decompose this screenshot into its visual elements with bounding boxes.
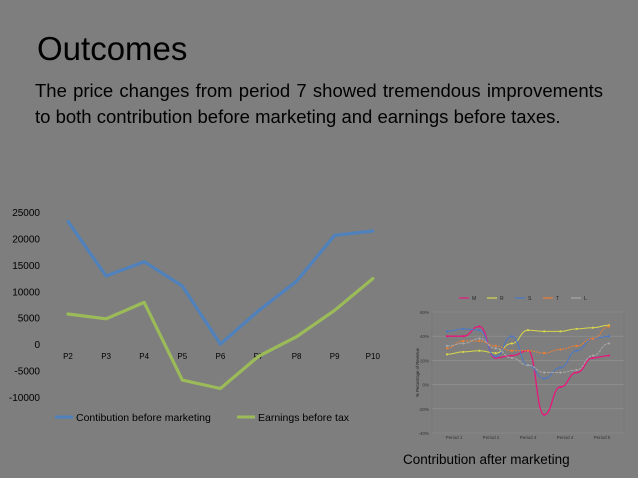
- mini-data-point: [478, 337, 481, 340]
- x-tick-label: Period 3: [520, 435, 537, 440]
- plot-area: [431, 311, 625, 434]
- legend-label: R: [500, 296, 504, 302]
- mini-data-point: [445, 344, 449, 347]
- y-axis-label: % Percentage of Revenue: [415, 347, 420, 397]
- mini-data-point: [575, 327, 578, 331]
- mini-data-point: [462, 327, 465, 331]
- x-tick-label: P8: [292, 352, 302, 361]
- y-tick-label: 40%: [420, 334, 429, 339]
- x-tick-label: P6: [216, 352, 226, 361]
- mini-data-point: [591, 354, 594, 357]
- mini-data-point: [526, 329, 530, 332]
- mini-data-point: [445, 353, 449, 356]
- mini-data-point: [559, 330, 562, 333]
- mini-data-point: [559, 385, 562, 389]
- mini-data-point: [510, 335, 513, 338]
- y-tick-label: 15000: [12, 261, 40, 272]
- y-tick-label: 20000: [12, 234, 40, 245]
- mini-data-point: [494, 352, 497, 355]
- legend-label: L: [584, 296, 587, 302]
- mini-data-point: [526, 364, 530, 367]
- legend-label: Earnings before tax: [258, 412, 350, 424]
- mini-data-point: [478, 339, 481, 343]
- mini-data-point: [510, 356, 513, 360]
- y-tick-label: -20%: [418, 407, 429, 412]
- y-tick-label: 20%: [420, 358, 429, 363]
- main-line-chart: 25000 20000 15000 10000 5000 0 -5000 -10000 P2 P3…: [9, 208, 381, 424]
- mini-data-point: [478, 325, 481, 328]
- mini-data-point: [478, 329, 481, 332]
- series-line-earnings: [66, 277, 375, 391]
- x-tick-label: Period 1: [446, 435, 463, 440]
- x-tick-label: P3: [101, 352, 111, 361]
- y-tick-label: 5000: [18, 314, 41, 325]
- mini-data-point: [559, 348, 562, 351]
- mini-data-point: [543, 413, 546, 416]
- legend-label: Contibution before marketing: [76, 412, 211, 424]
- legend-label: T: [556, 296, 559, 302]
- mini-data-point: [445, 335, 449, 338]
- slide-body-text: The price changes from period 7 showed t…: [35, 80, 603, 127]
- mini-data-point: [494, 355, 497, 358]
- mini-data-point: [462, 339, 465, 343]
- mini-data-point: [607, 354, 611, 357]
- legend-label: M: [472, 296, 476, 302]
- mini-data-point: [445, 347, 449, 350]
- mini-data-point: [543, 330, 546, 333]
- x-tick-label: Period 5: [594, 435, 611, 440]
- mini-data-point: [575, 371, 578, 374]
- mini-data-point: [462, 342, 465, 345]
- legend-label: S: [528, 296, 532, 302]
- x-tick-label: P5: [177, 352, 187, 361]
- y-tick-label: -10000: [9, 393, 41, 404]
- mini-data-point: [543, 352, 546, 355]
- mini-data-point: [462, 335, 465, 338]
- mini-data-point: [494, 344, 497, 347]
- mini-data-point: [462, 350, 465, 354]
- mini-data-point: [575, 344, 578, 347]
- x-tick-label: Period 2: [483, 435, 500, 440]
- mini-data-point: [494, 347, 497, 350]
- mini-data-point: [591, 356, 594, 360]
- y-tick-label: 25000: [12, 208, 40, 219]
- series-line-contribution: [66, 219, 375, 346]
- mini-data-point: [591, 326, 594, 329]
- mini-data-point: [575, 349, 578, 352]
- mini-data-point: [607, 325, 611, 328]
- mini-data-point: [510, 349, 513, 352]
- mini-data-point: [543, 371, 546, 374]
- x-tick-label: P9: [330, 352, 340, 361]
- mini-data-point: [510, 354, 513, 357]
- mini-data-point: [607, 335, 611, 338]
- x-tick-label: P10: [366, 352, 381, 361]
- mini-data-point: [607, 342, 611, 345]
- mini-data-point: [559, 371, 562, 374]
- mini-chart-caption: Contribution after marketing: [403, 452, 570, 467]
- slide-title: Outcomes: [37, 30, 188, 67]
- mini-data-point: [543, 377, 546, 380]
- mini-data-point: [445, 330, 449, 333]
- y-tick-label: 0: [34, 340, 40, 351]
- mini-data-point: [575, 368, 578, 372]
- y-tick-label: -5000: [14, 367, 40, 378]
- mini-data-point: [591, 337, 594, 340]
- x-tick-label: P4: [139, 352, 149, 361]
- y-tick-label: -40%: [418, 431, 429, 436]
- x-tick-label: Period 4: [557, 435, 574, 440]
- mini-data-point: [478, 349, 481, 352]
- mini-data-point: [510, 342, 513, 345]
- mini-data-point: [526, 349, 530, 352]
- y-tick-label: 10000: [12, 287, 40, 298]
- contribution-after-marketing-chart: 60% 40% 20% 0% -20% -40% % Percentage of Reven…: [415, 296, 625, 440]
- y-tick-label: 0%: [422, 383, 429, 388]
- y-tick-label: 60%: [420, 310, 429, 315]
- x-tick-label: P2: [63, 352, 73, 361]
- mini-data-point: [559, 366, 562, 369]
